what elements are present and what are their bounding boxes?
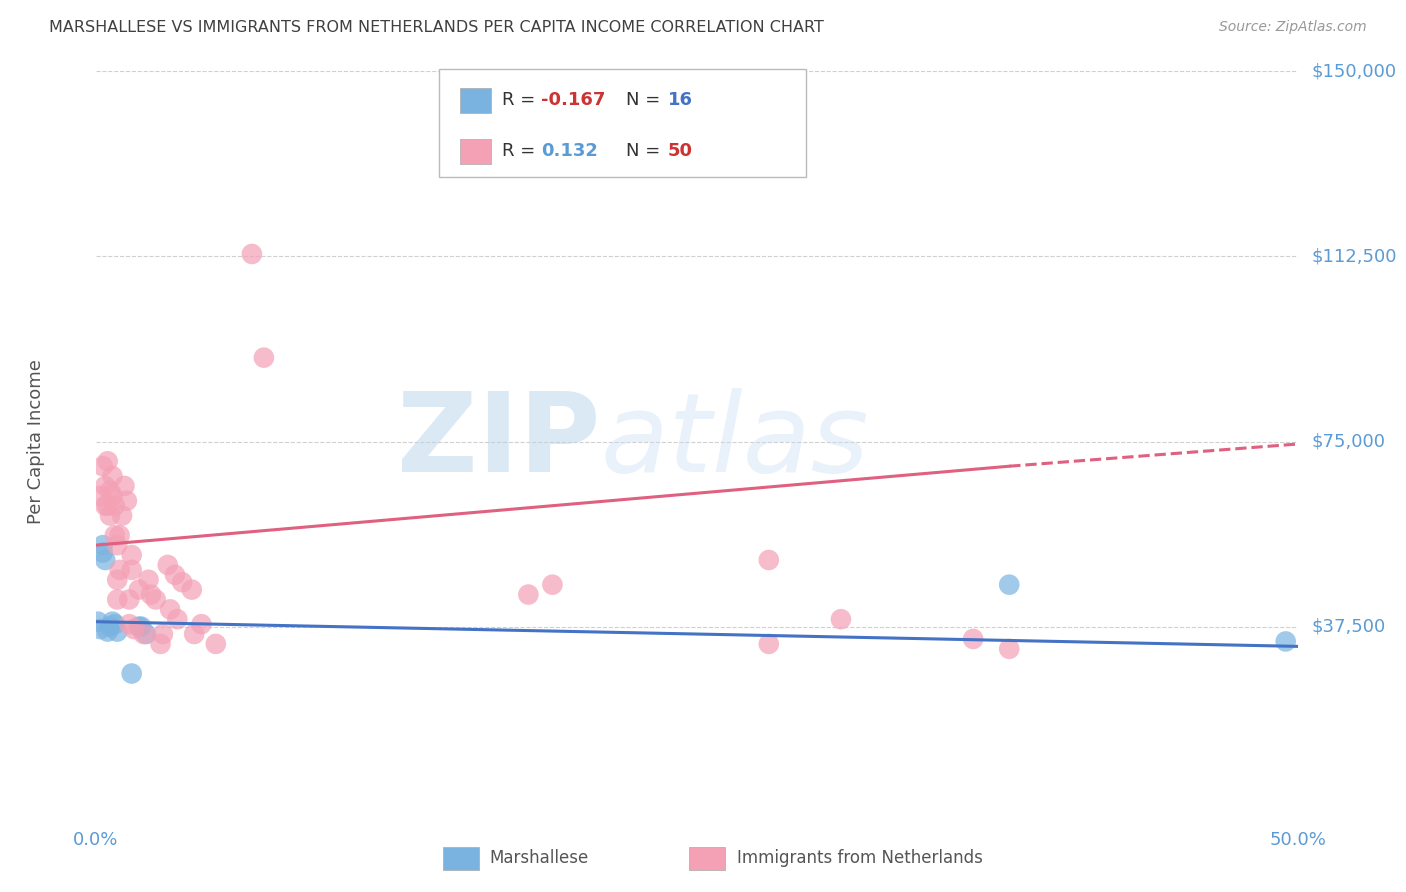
Text: $37,500: $37,500 <box>1312 617 1386 636</box>
Point <box>101 615 124 629</box>
Point <box>118 617 141 632</box>
Point <box>97 499 120 513</box>
Point <box>121 548 143 562</box>
Point <box>122 622 145 636</box>
Point <box>94 553 117 567</box>
Point <box>98 508 121 523</box>
Text: 50: 50 <box>668 143 693 161</box>
Point <box>128 582 150 597</box>
Point <box>114 479 136 493</box>
Text: N =: N = <box>626 91 665 109</box>
Text: Per Capita Income: Per Capita Income <box>27 359 45 524</box>
Text: R =: R = <box>502 143 541 161</box>
Point <box>253 351 276 365</box>
Point <box>517 588 540 602</box>
Point <box>91 459 114 474</box>
Point <box>163 567 186 582</box>
Point <box>998 577 1021 591</box>
Point <box>87 615 110 629</box>
Point <box>104 499 127 513</box>
Point <box>118 592 141 607</box>
Point <box>240 247 263 261</box>
Point <box>998 641 1021 656</box>
Point <box>105 538 128 552</box>
Text: $112,500: $112,500 <box>1312 247 1398 266</box>
Point <box>129 619 152 633</box>
Point <box>98 619 121 633</box>
Point <box>94 499 117 513</box>
Point <box>121 563 143 577</box>
Point <box>541 577 564 591</box>
Point <box>97 454 120 468</box>
Point <box>111 508 134 523</box>
Point <box>145 592 167 607</box>
Text: -0.167: -0.167 <box>541 91 606 109</box>
Point <box>105 592 128 607</box>
Point <box>101 489 124 503</box>
Point <box>172 575 194 590</box>
Text: Immigrants from Netherlands: Immigrants from Netherlands <box>737 849 983 867</box>
Text: $150,000: $150,000 <box>1312 62 1396 80</box>
Text: 0.132: 0.132 <box>541 143 598 161</box>
Point <box>108 528 131 542</box>
Point <box>132 627 155 641</box>
Text: $75,000: $75,000 <box>1312 433 1386 450</box>
Point <box>159 602 181 616</box>
Point <box>105 573 128 587</box>
Text: atlas: atlas <box>600 388 869 495</box>
Point <box>121 666 143 681</box>
Point <box>91 538 114 552</box>
Point <box>98 483 121 498</box>
Point <box>190 617 212 632</box>
Text: 50.0%: 50.0% <box>1270 831 1326 849</box>
Point <box>758 553 780 567</box>
Point <box>156 558 179 572</box>
Text: 16: 16 <box>668 91 693 109</box>
Point <box>135 627 157 641</box>
Point <box>152 627 174 641</box>
Point <box>115 493 138 508</box>
Point <box>128 619 150 633</box>
Point <box>830 612 852 626</box>
Point <box>89 489 111 503</box>
Point <box>180 582 202 597</box>
Point <box>91 545 114 560</box>
Point <box>139 588 162 602</box>
Text: 0.0%: 0.0% <box>73 831 118 849</box>
Point <box>149 637 172 651</box>
Point <box>758 637 780 651</box>
Point <box>1274 634 1296 648</box>
Text: MARSHALLESE VS IMMIGRANTS FROM NETHERLANDS PER CAPITA INCOME CORRELATION CHART: MARSHALLESE VS IMMIGRANTS FROM NETHERLAN… <box>49 20 824 35</box>
Point <box>138 573 160 587</box>
Point <box>101 469 124 483</box>
Point <box>94 479 117 493</box>
Point <box>205 637 228 651</box>
Point <box>97 624 120 639</box>
Point <box>962 632 984 646</box>
Text: ZIP: ZIP <box>396 388 600 495</box>
Point <box>104 617 127 632</box>
Point <box>108 563 131 577</box>
Text: Marshallese: Marshallese <box>489 849 589 867</box>
Point <box>166 612 188 626</box>
Text: R =: R = <box>502 91 541 109</box>
Point <box>183 627 205 641</box>
Text: Source: ZipAtlas.com: Source: ZipAtlas.com <box>1219 20 1367 34</box>
Point <box>89 622 111 636</box>
Point <box>104 528 127 542</box>
Text: N =: N = <box>626 143 665 161</box>
Point <box>105 624 128 639</box>
